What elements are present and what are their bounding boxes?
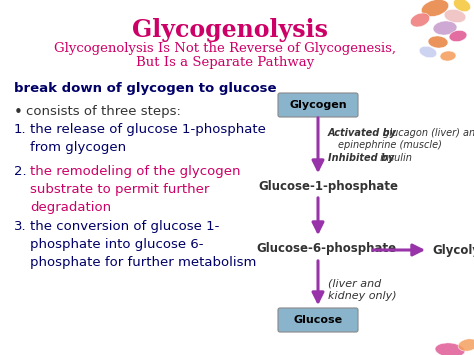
Text: break down of glycogen to glucose: break down of glycogen to glucose <box>14 82 276 95</box>
Ellipse shape <box>433 21 457 35</box>
Ellipse shape <box>428 36 448 48</box>
Text: Glycogen: Glycogen <box>289 100 347 110</box>
Text: Glycogenolysis: Glycogenolysis <box>132 18 328 42</box>
Text: the release of glucose 1-phosphate
from glycogen: the release of glucose 1-phosphate from … <box>30 123 266 154</box>
Text: glucagon (liver) and: glucagon (liver) and <box>380 128 474 138</box>
Text: Glucose: Glucose <box>293 315 343 325</box>
Text: Inhibited by: Inhibited by <box>328 153 394 163</box>
Ellipse shape <box>458 339 474 351</box>
Text: the remodeling of the glycogen
substrate to permit further
degradation: the remodeling of the glycogen substrate… <box>30 165 240 214</box>
Text: epinephrine (muscle): epinephrine (muscle) <box>338 140 442 150</box>
Text: But Is a Separate Pathway: But Is a Separate Pathway <box>136 56 314 69</box>
Ellipse shape <box>421 0 449 17</box>
Text: Glucose-6-phosphate: Glucose-6-phosphate <box>256 242 396 255</box>
Text: Glucose-1-phosphate: Glucose-1-phosphate <box>258 180 398 193</box>
Text: •: • <box>14 105 23 120</box>
Text: 2.: 2. <box>14 165 27 178</box>
Text: insulin: insulin <box>377 153 412 163</box>
Ellipse shape <box>440 51 456 61</box>
Ellipse shape <box>419 46 437 58</box>
Text: Glycogenolysis Is Not the Reverse of Glycogenesis,: Glycogenolysis Is Not the Reverse of Gly… <box>54 42 396 55</box>
Text: the conversion of glucose 1-
phosphate into glucose 6-
phosphate for further met: the conversion of glucose 1- phosphate i… <box>30 220 256 269</box>
Text: 3.: 3. <box>14 220 27 233</box>
Text: 1.: 1. <box>14 123 27 136</box>
Text: consists of three steps:: consists of three steps: <box>26 105 181 118</box>
Text: Glycolysis: Glycolysis <box>432 244 474 257</box>
FancyBboxPatch shape <box>278 93 358 117</box>
Ellipse shape <box>410 13 429 27</box>
Ellipse shape <box>444 9 466 23</box>
FancyBboxPatch shape <box>278 308 358 332</box>
Ellipse shape <box>454 0 471 12</box>
Ellipse shape <box>449 31 467 42</box>
Text: Activated by: Activated by <box>328 128 397 138</box>
Ellipse shape <box>435 343 465 355</box>
Text: (liver and
kidney only): (liver and kidney only) <box>328 278 397 301</box>
